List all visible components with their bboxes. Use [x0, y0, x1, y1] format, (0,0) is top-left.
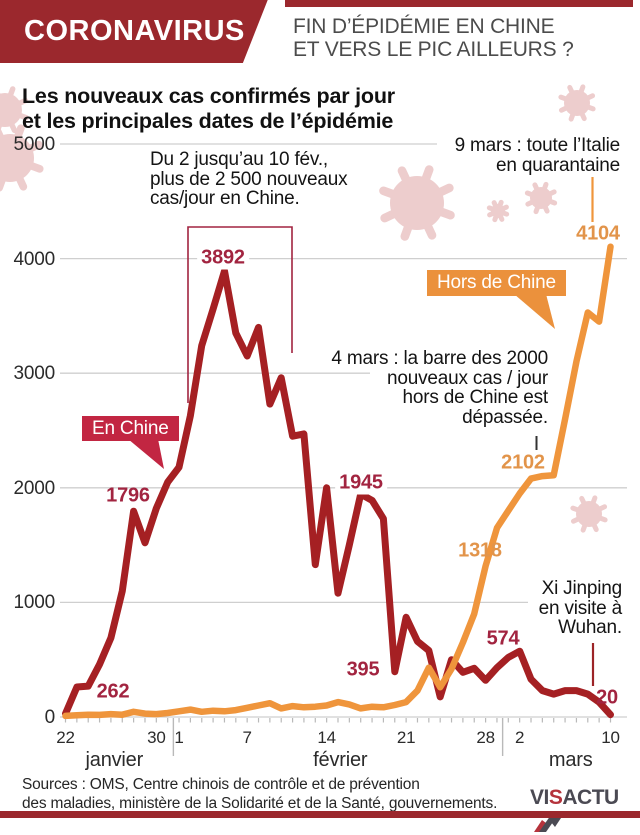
annotation-italy-quarantine: 9 mars : toute l’Italie en quarantaine	[454, 135, 621, 176]
value-label-262: 262	[96, 680, 130, 703]
series-line-en-chine	[62, 267, 614, 719]
logo-text-actu: ACTU	[562, 786, 619, 809]
value-label-574: 574	[486, 627, 520, 650]
annotation-bracket-text: Du 2 jusqu’au 10 fév., plus de 2 500 nou…	[150, 149, 348, 209]
x-tick-label-22: 22	[56, 728, 75, 747]
y-tick-label-3000: 3000	[13, 363, 56, 385]
legend-en-chine: En Chine	[82, 416, 179, 441]
annotation-xi-jinping: Xi Jinping en visite à Wuhan.	[538, 578, 623, 638]
month-label-mars: mars	[548, 749, 593, 771]
banner-title: CORONAVIRUS	[24, 15, 245, 47]
virus-icon	[0, 134, 34, 182]
value-label-1318: 1318	[458, 539, 502, 562]
x-tick-label-2: 2	[515, 728, 525, 747]
value-label-3892: 3892	[197, 246, 249, 270]
value-label-1945: 1945	[335, 471, 387, 495]
top-red-strip	[285, 0, 633, 7]
x-tick-label-21: 21	[396, 728, 416, 747]
logo-text-s: S	[548, 786, 563, 809]
annotation-2000-bar: 4 mars : la barre des 2000 nouveaux cas …	[331, 348, 548, 428]
virus-icon	[390, 176, 444, 230]
y-tick-label-0: 0	[44, 707, 56, 728]
bottom-red-bar	[0, 811, 640, 818]
value-label-2102: 2102	[501, 451, 545, 474]
y-tick-label-5000: 5000	[13, 134, 56, 155]
month-label-février: février	[313, 749, 368, 771]
logo-text-vi: VI	[530, 786, 549, 809]
y-tick-label-2000: 2000	[13, 477, 56, 499]
virus-icon	[530, 187, 552, 209]
value-label-395: 395	[346, 658, 380, 681]
value-label-20: 20	[596, 686, 618, 709]
month-label-janvier: janvier	[85, 749, 144, 771]
page-subtitle: FIN D’ÉPIDÉMIE EN CHINE ET VERS LE PIC A…	[293, 15, 574, 61]
virus-icon	[564, 90, 590, 116]
virus-icon	[491, 204, 505, 218]
x-tick-label-28: 28	[476, 728, 495, 747]
x-tick-label-7: 7	[242, 728, 252, 747]
value-label-4104: 4104	[576, 222, 620, 245]
y-tick-label-1000: 1000	[13, 592, 56, 614]
sources-text: Sources : OMS, Centre chinois de contrôl…	[22, 776, 498, 812]
legend-en-chine-tail	[128, 439, 164, 469]
legend-hors-de-chine: Hors de Chine	[427, 270, 566, 296]
chart-title: Les nouveaux cas confirmés par jour et l…	[22, 84, 395, 133]
y-tick-label-4000: 4000	[13, 248, 56, 270]
virus-icon	[576, 501, 602, 527]
x-tick-label-30: 30	[147, 728, 166, 747]
x-tick-label-10: 10	[601, 728, 620, 747]
value-label-1796: 1796	[106, 484, 150, 507]
x-tick-label-1: 1	[174, 728, 184, 747]
bracket-feb2-10	[187, 226, 293, 403]
series-line-hors-de-chine	[62, 243, 614, 720]
legend-hors-de-chine-tail	[514, 294, 555, 329]
chart-canvas	[0, 84, 627, 756]
virus-icon	[0, 93, 22, 127]
title-banner: CORONAVIRUS	[0, 0, 268, 63]
x-tick-label-14: 14	[317, 728, 336, 747]
